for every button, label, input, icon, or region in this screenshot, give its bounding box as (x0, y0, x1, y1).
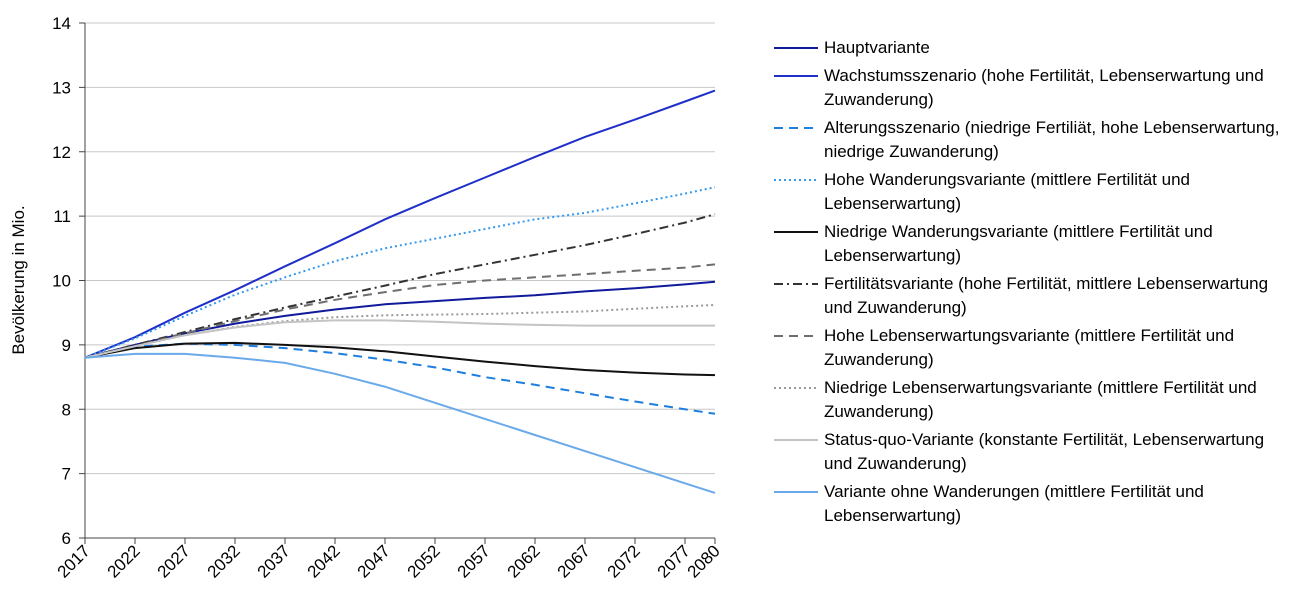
legend-label: Status-quo-Variante (konstante Fertilitä… (824, 430, 1265, 473)
legend-swatch (774, 231, 818, 233)
legend-swatch (774, 283, 818, 285)
y-tick-label: 9 (62, 336, 71, 355)
x-tick-label: 2067 (554, 541, 594, 581)
y-axis-label: Bevölkerung in Mio. (9, 205, 28, 354)
x-tick-label: 2080 (684, 541, 724, 581)
y-tick-label: 7 (62, 465, 71, 484)
x-tick-label: 2042 (304, 541, 344, 581)
legend-label: Niedrige Lebenserwartungsvariante (mittl… (824, 378, 1257, 421)
x-tick-label: 2032 (204, 541, 244, 581)
legend-swatch (774, 179, 818, 181)
legend-item: Niedrige Lebenserwartungsvariante (mittl… (772, 376, 1308, 424)
y-tick-label: 8 (62, 400, 71, 419)
series-line (84, 263, 716, 359)
legend-item: Hohe Wanderungsvariante (mittlere Fertil… (772, 168, 1308, 216)
series-line (84, 341, 716, 377)
x-tick-label: 2062 (504, 541, 544, 581)
legend-label: Variante ohne Wanderungen (mittlere Fert… (824, 482, 1204, 525)
legend-swatch (774, 491, 818, 493)
legend: Hauptvariante Wachstumsszenario (hohe Fer… (772, 36, 1308, 532)
x-tick-label: 2037 (254, 541, 294, 581)
legend-swatch (774, 387, 818, 389)
x-tick-label: 2022 (104, 541, 144, 581)
legend-label: Niedrige Wanderungsvariante (mittlere Fe… (824, 222, 1213, 265)
legend-label: Hohe Wanderungsvariante (mittlere Fertil… (824, 170, 1190, 213)
legend-item: Variante ohne Wanderungen (mittlere Fert… (772, 480, 1308, 528)
x-tick-label: 2027 (154, 541, 194, 581)
legend-swatch (774, 75, 818, 77)
series-line (84, 89, 716, 359)
x-tick-label: 2057 (454, 541, 494, 581)
legend-item: Alterungsszenario (niedrige Fertiliät, h… (772, 116, 1308, 164)
x-tick-label: 2047 (354, 541, 394, 581)
y-tick-label: 13 (52, 78, 71, 97)
legend-label: Hohe Lebenserwartungsvariante (mittlere … (824, 326, 1235, 369)
series-line (84, 280, 716, 359)
legend-item: Status-quo-Variante (konstante Fertilitä… (772, 428, 1308, 476)
y-tick-label: 10 (52, 272, 71, 291)
legend-item: Hauptvariante (772, 36, 1308, 60)
series-line (84, 186, 716, 359)
y-tick-label: 12 (52, 143, 71, 162)
legend-item: Fertilitätsvariante (hohe Fertilität, mi… (772, 272, 1308, 320)
legend-item: Hohe Lebenserwartungsvariante (mittlere … (772, 324, 1308, 372)
x-tick-label: 2052 (404, 541, 444, 581)
legend-label: Alterungsszenario (niedrige Fertiliät, h… (824, 118, 1280, 161)
legend-swatch (774, 439, 818, 441)
x-tick-label: 2072 (604, 541, 644, 581)
x-tick-label: 2017 (54, 541, 94, 581)
legend-swatch (774, 127, 818, 129)
series-line (84, 213, 716, 359)
y-tick-label: 6 (62, 529, 71, 548)
legend-label: Wachstumsszenario (hohe Fertilität, Lebe… (824, 66, 1264, 109)
legend-label: Hauptvariante (824, 38, 930, 57)
legend-item: Niedrige Wanderungsvariante (mittlere Fe… (772, 220, 1308, 268)
series-line (84, 304, 716, 359)
legend-item: Wachstumsszenario (hohe Fertilität, Lebe… (772, 64, 1308, 112)
legend-swatch (774, 47, 818, 49)
x-tick-label: 2077 (654, 541, 694, 581)
y-tick-label: 14 (52, 14, 71, 33)
legend-label: Fertilitätsvariante (hohe Fertilität, mi… (824, 274, 1269, 317)
legend-swatch (774, 335, 818, 337)
series-line (84, 352, 716, 494)
y-tick-label: 11 (53, 207, 71, 226)
series-line (84, 319, 715, 359)
